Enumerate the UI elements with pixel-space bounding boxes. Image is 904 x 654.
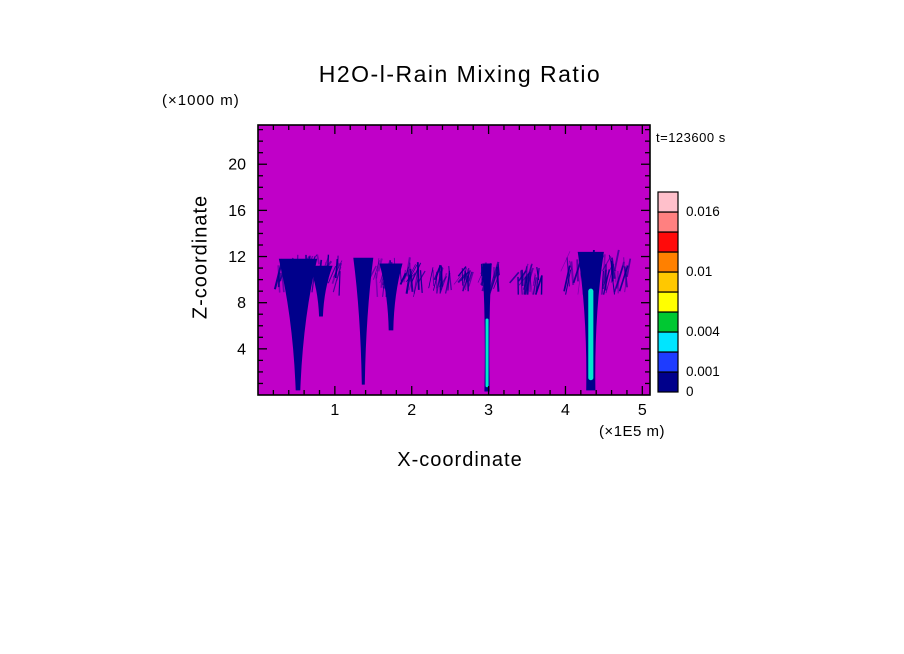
svg-text:16: 16 xyxy=(228,203,246,220)
svg-text:4: 4 xyxy=(561,402,570,419)
svg-text:8: 8 xyxy=(237,295,246,312)
svg-text:5: 5 xyxy=(638,402,647,419)
x-axis-unit-label: (×1E5 m) xyxy=(598,423,666,440)
svg-text:4: 4 xyxy=(237,341,246,358)
svg-text:12: 12 xyxy=(228,249,246,266)
svg-text:1: 1 xyxy=(330,402,339,419)
svg-text:0: 0 xyxy=(686,384,694,399)
time-annotation: t=123600 s xyxy=(656,130,726,145)
x-axis-title: X-coordinate xyxy=(397,449,523,471)
y-axis-unit-label: (×1000 m) xyxy=(162,92,240,109)
svg-text:0.016: 0.016 xyxy=(686,204,720,219)
chart-title: H2O-l-Rain Mixing Ratio xyxy=(318,61,602,87)
y-axis-title: Z-coordinate xyxy=(189,194,212,320)
svg-text:3: 3 xyxy=(484,402,493,419)
svg-text:2: 2 xyxy=(407,402,416,419)
svg-text:0.001: 0.001 xyxy=(686,364,720,379)
svg-text:20: 20 xyxy=(228,157,246,174)
svg-text:0.004: 0.004 xyxy=(686,324,720,339)
svg-text:0.01: 0.01 xyxy=(686,264,712,279)
